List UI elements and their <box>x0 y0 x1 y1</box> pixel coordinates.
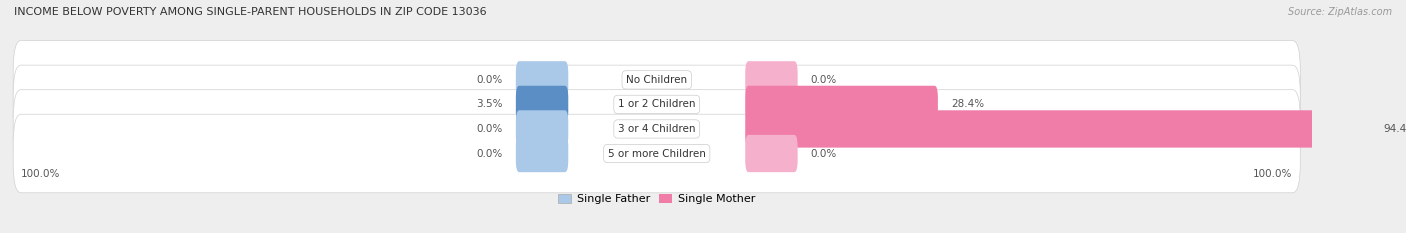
FancyBboxPatch shape <box>13 90 1301 168</box>
Text: No Children: No Children <box>626 75 688 85</box>
Text: INCOME BELOW POVERTY AMONG SINGLE-PARENT HOUSEHOLDS IN ZIP CODE 13036: INCOME BELOW POVERTY AMONG SINGLE-PARENT… <box>14 7 486 17</box>
Text: 100.0%: 100.0% <box>1253 169 1292 179</box>
Text: 0.0%: 0.0% <box>811 75 837 85</box>
Legend: Single Father, Single Mother: Single Father, Single Mother <box>554 189 759 209</box>
FancyBboxPatch shape <box>745 86 938 123</box>
FancyBboxPatch shape <box>745 61 797 99</box>
Text: 0.0%: 0.0% <box>811 148 837 158</box>
Text: 5 or more Children: 5 or more Children <box>607 148 706 158</box>
Text: 28.4%: 28.4% <box>950 99 984 110</box>
FancyBboxPatch shape <box>13 65 1301 144</box>
FancyBboxPatch shape <box>13 41 1301 119</box>
Text: 100.0%: 100.0% <box>21 169 60 179</box>
Text: Source: ZipAtlas.com: Source: ZipAtlas.com <box>1288 7 1392 17</box>
Text: 94.4%: 94.4% <box>1384 124 1406 134</box>
Text: 3.5%: 3.5% <box>477 99 503 110</box>
FancyBboxPatch shape <box>516 110 568 148</box>
Text: 1 or 2 Children: 1 or 2 Children <box>619 99 696 110</box>
Text: 3 or 4 Children: 3 or 4 Children <box>619 124 696 134</box>
FancyBboxPatch shape <box>516 135 568 172</box>
Text: 0.0%: 0.0% <box>477 75 503 85</box>
FancyBboxPatch shape <box>516 86 568 123</box>
Text: 0.0%: 0.0% <box>477 124 503 134</box>
Text: 0.0%: 0.0% <box>477 148 503 158</box>
FancyBboxPatch shape <box>516 61 568 99</box>
FancyBboxPatch shape <box>745 110 1371 148</box>
FancyBboxPatch shape <box>745 135 797 172</box>
FancyBboxPatch shape <box>13 114 1301 193</box>
